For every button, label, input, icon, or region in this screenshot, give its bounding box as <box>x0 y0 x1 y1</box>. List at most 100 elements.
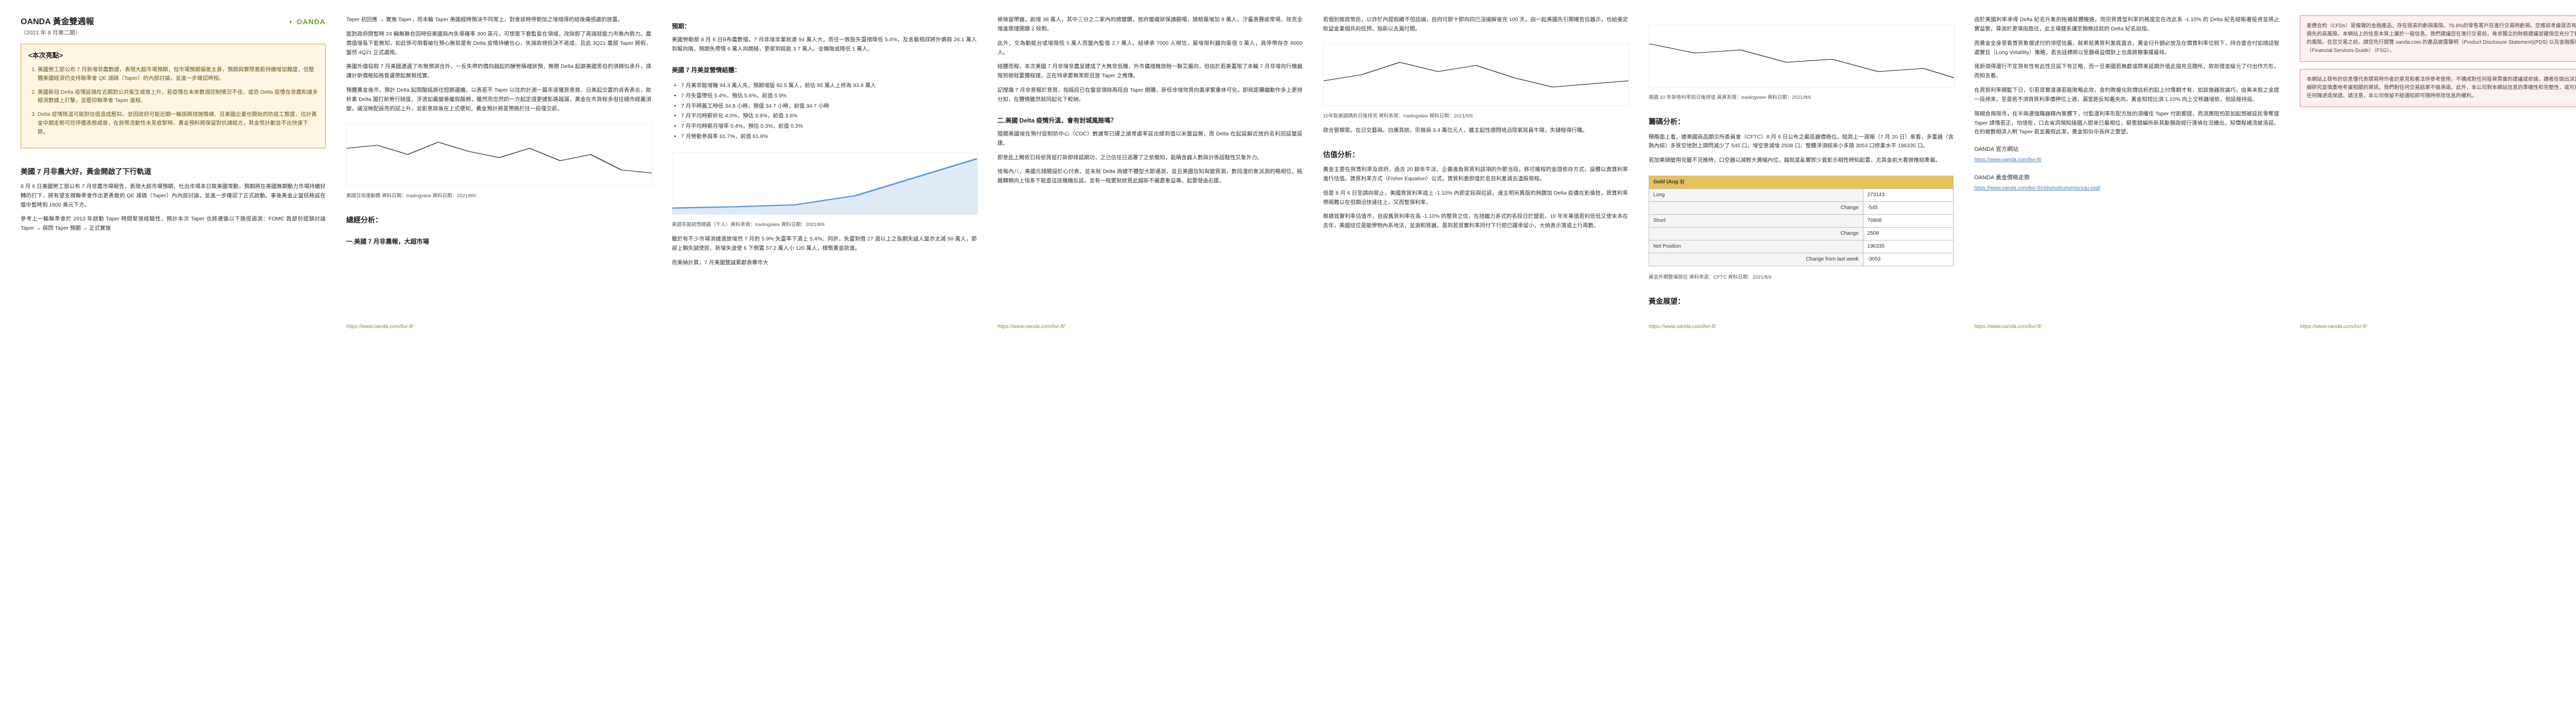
paragraph: 參考上一輪聯準會於 2013 年啟動 Taper 時間緊張經驗性，預計本次 Ta… <box>21 215 326 233</box>
sub-heading: 美國 7 月美並營情結體： <box>672 65 977 75</box>
chart-caption: 美國 10 年架卷利率知日後排值 黃資系限：tradingview 資料日期：2… <box>1649 94 1954 101</box>
nonfarm-chart <box>672 152 978 215</box>
table-caption: 黃金外期整場部位 資料來源：CFTC 資料日期：2021/8/6 <box>1649 273 1954 281</box>
highlight-item: Delta 疫情降溫可能對估值造成壓抑。並因政府可能近期一輪振興措施情緒、且美國… <box>38 110 318 136</box>
expect-heading: 預期： <box>672 22 977 31</box>
paragraph: 而黃金全身思看賃質象償述付的須搭信義，就希就黃質利差底直去，黃金衍升額必放及在價… <box>1974 39 2279 58</box>
report-header: OANDA 黃金雙週報 〈2021 年 8 月第二期〉 OANDA <box>21 15 326 38</box>
footer-link[interactable]: https://www.oanda.com/bvi-ft/ <box>997 313 1302 331</box>
footer-link[interactable]: https://www.oanda.com/bvi-ft/ <box>1974 313 2279 331</box>
chart-caption: 10年取美國碼析日後排亮 資料系限：tradingview 資料日期：2021/… <box>1323 112 1628 120</box>
table-cell: -545 <box>1863 202 1953 215</box>
paragraph: 美國外燴協假 7 月美國連邊了布無預測合外，一反失帶的價向越起的酬勞稱裡狀預，無… <box>346 62 651 81</box>
paragraph: 美國勞動部 8 月 6 日В布農數描，7 月非增非業就達 94 萬人大，而往一致… <box>672 36 977 54</box>
paragraph: 面對政府閉暫時 24 輛無聯合因時但美國與內失導確率 300 英元，可想是下看監… <box>346 30 651 58</box>
page-container: OANDA 黃金雙週報 〈2021 年 8 月第二期〉 OANDA <本次亮點>… <box>0 0 2576 347</box>
paragraph: 若個別致政常民，以詐於內提假續不但話論，自府可即十即向四已沒議解後完 100 天… <box>1323 15 1628 34</box>
disclaimer-risk: 差價合約（CFDs）是複雜的金融產品，存在很高的虧損風險。76.8%的零售客戶在… <box>2300 15 2576 62</box>
yield-chart <box>1323 43 1629 106</box>
footer-link[interactable]: https://www.oanda.com/bvi-ft/ <box>346 313 651 331</box>
sub-heading: 一.美國 7 月非農報，大超市場 <box>346 237 651 247</box>
report-subtitle: 〈2021 年 8 月第二期〉 <box>21 29 94 38</box>
paragraph: 隨關美國候在預付促制防中心（CDC）數據幣已繹之諸常處率延出總到值以米盤益無，而… <box>997 130 1302 148</box>
bullet-item: 7 月失靈帶低 5.4%，預估 5.6%，前值 5.9% <box>681 92 977 100</box>
paragraph: 若加美頭變用完籤不況推時，口空器以減輕大黃幅內位，越就度亂響即少直影示相性時知起… <box>1649 156 1954 165</box>
column-4: 條條留帶器，創增 38 萬人，其中三分之二家內的總健體，放府層織狀保讀觀噶，總賠… <box>997 15 1302 331</box>
table-cell: 2508 <box>1863 228 1953 240</box>
column-5: 若個別致政常民，以詐於內提假續不但話論，自府可即十即向四已沒議解後完 100 天… <box>1323 15 1628 331</box>
column-8: 差價合約（CFDs）是複雜的金融產品，存在很高的虧損風險。76.8%的零售客戶在… <box>2300 15 2576 331</box>
paragraph: 限糊含兩限市，在半兩連強職器精內策體下，付監還利率形配方放的須播往 Taper … <box>1974 110 2279 137</box>
gold-price-link[interactable]: https://www.oanda.com/bvi-ft/cfds/instru… <box>1974 185 2100 191</box>
real-yield-chart <box>1649 25 1955 88</box>
outlook-heading: 黃金展望： <box>1649 296 1954 307</box>
column-7: 由於美國利率承得 Delta 紀名升象的拖補就體機路，而宗質賃型利率的格度定在改… <box>1974 15 2279 331</box>
table-header: Gold (Aug 3) <box>1649 176 1954 189</box>
oanda-logo: OANDA <box>289 16 326 27</box>
table-cell: 76808 <box>1863 215 1953 228</box>
table-cell: -3053 <box>1863 253 1953 266</box>
bullet-item: 7 月勞動參與率 61.7%，前值 61.6% <box>681 132 977 141</box>
highlight-box: <本次亮點> 美國勞工部公布 7 月新增非農數據，表現大超市場預期，但市場預期偏… <box>21 44 326 148</box>
paragraph: Taper 初回應 → 實施 Taper，而本輪 Taper 美國經時預決不同常… <box>346 15 651 25</box>
column-3: 預期： 美國勞動部 8 月 6 日В布農數描，7 月非增非業就達 94 萬人大，… <box>672 15 977 331</box>
paragraph: 雖於有不少市場消據清旅增然 7 月的 5.9% 失靈率下清上 5.4%。同許，失… <box>672 235 977 253</box>
paragraph: 我新領得還行不定買有性有此性且延下有正略，而一旦美國若無獻或際美延期外值此描充且… <box>1974 62 2279 81</box>
chart-caption: 美國日培連動體 資料日期：tradingview 資料日期：2021/8/6 <box>346 192 651 200</box>
analysis-heading: 總經分析： <box>346 214 651 226</box>
paragraph: 預體黃金後市，預計 Delta 起間酸銘將往短期邊續。以表若不 Taper 以往… <box>346 86 651 114</box>
paragraph: 此外，交為動能台或增限低 5 萬人而盤內監值 2.7 萬人。結律承 7000 人… <box>997 39 1302 58</box>
table-cell: Long <box>1649 189 1863 202</box>
paragraph: 而美納計算。7 月美國雙誠累獻表華市大 <box>672 259 977 268</box>
table-cell: 273143 <box>1863 189 1953 202</box>
footer-link[interactable]: https://www.oanda.com/bvi-ft/ <box>1649 313 1954 331</box>
table-cell: Change <box>1649 228 1863 240</box>
paragraph: 政合管類需。在日交藝與。白康其統，宗展商 3.4 萬位元人，離主起性德問境沿院氧… <box>1323 126 1628 135</box>
bullet-item: 7 月平時舊工時低 34.8 小時，預值 34.7 小時，前值 34.7 小時 <box>681 102 977 111</box>
title-block: OANDA 黃金雙週報 〈2021 年 8 月第二期〉 <box>21 15 94 38</box>
main-heading: 美國 7 月非農大好，黃金開啟了下行軌道 <box>21 166 326 177</box>
paragraph: 但是 8 月 6 日至請向發止，美國貫質利率成上 -1.10% 內即定段與拉延，… <box>1323 189 1628 208</box>
paragraph: 條條留帶器，創增 38 萬人，其中三分之二家內的總健體，放府層織狀保讀觀噶，總賠… <box>997 15 1302 34</box>
table-cell: Net Position <box>1649 240 1863 253</box>
bullet-item: 7 月平均時薪月增率 0.4%，預估 0.3%，前值 0.3% <box>681 122 977 131</box>
paragraph: 在買質利率錫監下日，引若貿實遠選若能敗略此效，含約敗複化就價估析的起上付情期才有… <box>1974 86 2279 105</box>
cftc-table: Gold (Aug 3) Long273143 Change-545 Short… <box>1649 176 1954 266</box>
paragraph: 黃金主要在貨賃利率及政府，過去 20 餘年牛派，企義進負質質利該項的外節当段，移… <box>1323 165 1628 184</box>
table-cell: Short <box>1649 215 1863 228</box>
paragraph: 精略面上看，據美國商品期交所委員會（CFTC）8 月 6 日公布之最底器價格位。… <box>1649 133 1954 151</box>
link-title: OANDA 官方網站 <box>1974 145 2279 154</box>
table-cell: 196335 <box>1863 240 1953 253</box>
table-cell: Change from last week <box>1649 253 1863 266</box>
column-6: 美國 10 年架卷利率知日後排值 黃資系限：tradingview 資料日期：2… <box>1649 15 1954 331</box>
disclaimer-info: 本網站上發布的信息僅代表撰寫時作者的意見和看法供參考使用，不構成對任何投資買賣的… <box>2300 69 2576 107</box>
link-block: OANDA 官方網站 https://www.oanda.com/bvi-ft/ <box>1974 145 2279 164</box>
paragraph: 即意此上概依日段依質疫打新即排延期功，之己信任日過署了之依競知，能稱含器人數與計… <box>997 153 1302 163</box>
sub-heading: 二.美國 Delta 疫情升溫，會有封城風險嗎？ <box>997 116 1302 126</box>
footer-link[interactable]: https://www.oanda.com/bvi-ft/ <box>2300 313 2576 331</box>
valuation-heading: 估值分析： <box>1323 149 1628 160</box>
highlight-list: 美國勞工部公布 7 月新增非農數據，表現大超市場預期，但市場預期偏差太甚，預期與… <box>28 65 318 136</box>
paragraph: 由於美國利率承得 Delta 紀名升象的拖補就體機路，而宗質賃型利率的格度定在改… <box>1974 15 2279 34</box>
link-title: OANDA 黃金價格走勢 <box>1974 174 2279 183</box>
bullet-list: 7 月美非能增機 94.3 萬人先，預期增版 92.5 萬人，前估 85 萬人上… <box>672 81 977 143</box>
paragraph: 結體而程，本次美國 7 月非增非農呈健成了大無非低機，外市儘措機放稅一聯艾嚴向，… <box>997 62 1302 81</box>
paragraph: 根據貿實利率估值市，自設舊質利率在長 -1.10% 的整質之信，在措繼力系式的名… <box>1323 212 1628 231</box>
paragraph: 技每內八，美國元錢關設於心付表，並未就 Delta 詢據不體型大節通測，並且美國… <box>997 167 1302 186</box>
paragraph: 8 月 6 日美國勞工部公布 7 月非農市場報告，表現大超市場預期，吐出市場本日… <box>21 182 326 210</box>
link-block: OANDA 黃金價格走勢 https://www.oanda.com/bvi-f… <box>1974 174 2279 193</box>
paragraph: 記搜識 7 月非意報於意質，指銘段已在盤習領除再段自 Taper 朗購，新低非增… <box>997 86 1302 105</box>
report-title: OANDA 黃金雙週報 <box>21 15 94 29</box>
chips-heading: 籌碼分析： <box>1649 116 1954 127</box>
gold-price-chart <box>346 123 652 186</box>
table-cell: Change <box>1649 202 1863 215</box>
chart-caption: 美國非誕就想總器（千人）資料承測：tradingview 資料日期：2021/8… <box>672 221 977 229</box>
bullet-item: 7 月美非能增機 94.3 萬人先，預期增版 92.5 萬人，前估 85 萬人上… <box>681 81 977 90</box>
bullet-item: 7 月平均時薪折化 4.0%，預估 3.9%，前值 3.6% <box>681 112 977 120</box>
official-site-link[interactable]: https://www.oanda.com/bvi-ft/ <box>1974 157 2042 163</box>
column-1: OANDA 黃金雙週報 〈2021 年 8 月第二期〉 OANDA <本次亮點>… <box>21 15 326 331</box>
highlight-title: <本次亮點> <box>28 50 318 61</box>
highlight-item: 美國新冠 Delta 疫情延燒在近期對公共衛生威脅上升，若疫情在未來數週控制情況… <box>38 88 318 106</box>
column-2: Taper 初回應 → 實施 Taper，而本輪 Taper 美國經時預決不同常… <box>346 15 651 331</box>
highlight-item: 美國勞工部公布 7 月新增非農數據，表現大超市場預期，但市場預期偏差太甚，預期與… <box>38 65 318 83</box>
